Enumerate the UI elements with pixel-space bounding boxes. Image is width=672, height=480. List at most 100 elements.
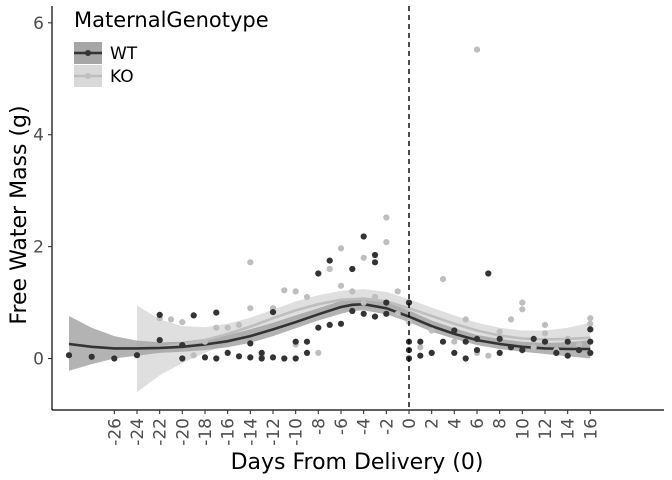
point-wt-55 bbox=[496, 335, 503, 342]
x-tick-label--18: -18 bbox=[196, 418, 216, 446]
point-ko-7 bbox=[235, 321, 243, 328]
point-wt-54 bbox=[496, 349, 503, 356]
point-wt-3 bbox=[133, 352, 141, 359]
legend-key-ko-point bbox=[85, 73, 91, 79]
point-wt-21 bbox=[292, 355, 299, 362]
x-tick-label--16: -16 bbox=[219, 418, 239, 446]
point-ko-1 bbox=[167, 316, 175, 323]
point-wt-53 bbox=[485, 270, 492, 277]
point-ko-23 bbox=[371, 293, 379, 301]
confidence-bands bbox=[69, 289, 591, 393]
y-axis-title: Free Water Mass (g) bbox=[7, 105, 32, 324]
point-wt-19 bbox=[269, 354, 277, 361]
point-wt-46 bbox=[439, 338, 447, 345]
point-wt-16 bbox=[258, 355, 265, 362]
point-wt-9 bbox=[201, 354, 209, 361]
point-ko-18 bbox=[337, 245, 345, 252]
x-tick-label--8: -8 bbox=[309, 418, 329, 435]
point-wt-1 bbox=[88, 353, 95, 360]
point-ko-9 bbox=[247, 305, 254, 312]
point-wt-4 bbox=[156, 311, 163, 318]
point-wt-6 bbox=[179, 355, 186, 362]
point-wt-63 bbox=[575, 347, 583, 354]
y-tick-label-4: 4 bbox=[33, 126, 44, 146]
point-wt-22 bbox=[292, 338, 299, 345]
point-wt-15 bbox=[247, 340, 254, 347]
point-ko-36 bbox=[485, 352, 492, 359]
point-wt-33 bbox=[360, 310, 367, 317]
point-ko-4 bbox=[201, 338, 209, 345]
point-wt-48 bbox=[451, 327, 458, 334]
x-tick-label-12: 12 bbox=[536, 418, 556, 440]
point-wt-51 bbox=[473, 335, 481, 342]
point-wt-23 bbox=[303, 338, 311, 345]
point-ko-37 bbox=[496, 328, 503, 335]
x-tick-label-8: 8 bbox=[491, 418, 511, 429]
point-ko-30 bbox=[428, 327, 435, 334]
x-tick-label--2: -2 bbox=[377, 418, 397, 435]
x-tick-label--22: -22 bbox=[151, 418, 171, 446]
x-axis-title: Days From Delivery (0) bbox=[231, 450, 484, 475]
legend: MaternalGenotype WT KO bbox=[74, 8, 269, 87]
fit-line-ko bbox=[136, 297, 591, 351]
point-wt-26 bbox=[315, 324, 322, 331]
point-wt-28 bbox=[326, 321, 333, 328]
point-ko-5 bbox=[213, 324, 220, 331]
point-ko-16 bbox=[315, 349, 322, 356]
x-tick-label--12: -12 bbox=[264, 418, 284, 446]
point-wt-8 bbox=[190, 312, 197, 319]
x-tick-label--14: -14 bbox=[241, 418, 261, 446]
point-wt-36 bbox=[371, 313, 379, 320]
point-ko-41 bbox=[530, 344, 537, 351]
point-ko-46 bbox=[575, 341, 583, 348]
point-wt-10 bbox=[213, 309, 220, 316]
point-wt-13 bbox=[235, 353, 243, 360]
x-tick-label--24: -24 bbox=[128, 418, 148, 446]
point-ko-26 bbox=[394, 288, 401, 295]
point-wt-44 bbox=[417, 338, 424, 345]
point-wt-12 bbox=[224, 349, 231, 356]
x-tick-label--26: -26 bbox=[105, 418, 125, 446]
point-wt-50 bbox=[462, 355, 469, 362]
point-wt-62 bbox=[564, 338, 571, 345]
point-ko-42 bbox=[541, 321, 549, 328]
point-ko-15 bbox=[303, 293, 311, 301]
x-tick-label-14: 14 bbox=[559, 418, 579, 440]
point-wt-27 bbox=[326, 257, 333, 264]
x-tick-label--10: -10 bbox=[287, 418, 307, 446]
x-tick-label-0: 0 bbox=[400, 418, 420, 429]
point-wt-17 bbox=[258, 349, 265, 356]
point-wt-29 bbox=[337, 320, 345, 327]
point-ko-27 bbox=[394, 310, 401, 317]
point-ko-8 bbox=[247, 259, 254, 266]
legend-title: MaternalGenotype bbox=[74, 8, 269, 32]
legend-label-ko: KO bbox=[110, 67, 134, 87]
point-wt-2 bbox=[111, 355, 118, 362]
legend-label-wt: WT bbox=[110, 44, 138, 64]
point-wt-58 bbox=[530, 335, 537, 342]
x-tick-label--20: -20 bbox=[173, 418, 193, 446]
point-wt-45 bbox=[428, 349, 435, 356]
point-wt-35 bbox=[371, 259, 379, 266]
x-tick-label-2: 2 bbox=[423, 418, 443, 429]
point-wt-60 bbox=[553, 349, 560, 356]
point-ko-34 bbox=[473, 46, 481, 53]
point-ko-40 bbox=[519, 306, 526, 313]
point-ko-33 bbox=[462, 316, 469, 323]
point-ko-13 bbox=[292, 288, 299, 295]
point-ko-24 bbox=[383, 214, 390, 221]
point-wt-47 bbox=[451, 349, 458, 356]
x-tick-label--6: -6 bbox=[332, 418, 352, 435]
point-wt-61 bbox=[564, 352, 571, 359]
point-wt-39 bbox=[405, 299, 413, 306]
point-ko-38 bbox=[507, 316, 515, 323]
x-tick-label--4: -4 bbox=[355, 418, 375, 435]
point-ko-12 bbox=[281, 287, 288, 294]
point-wt-43 bbox=[417, 352, 424, 359]
point-ko-39 bbox=[519, 299, 526, 306]
point-ko-47 bbox=[587, 315, 594, 322]
point-ko-43 bbox=[541, 330, 549, 337]
